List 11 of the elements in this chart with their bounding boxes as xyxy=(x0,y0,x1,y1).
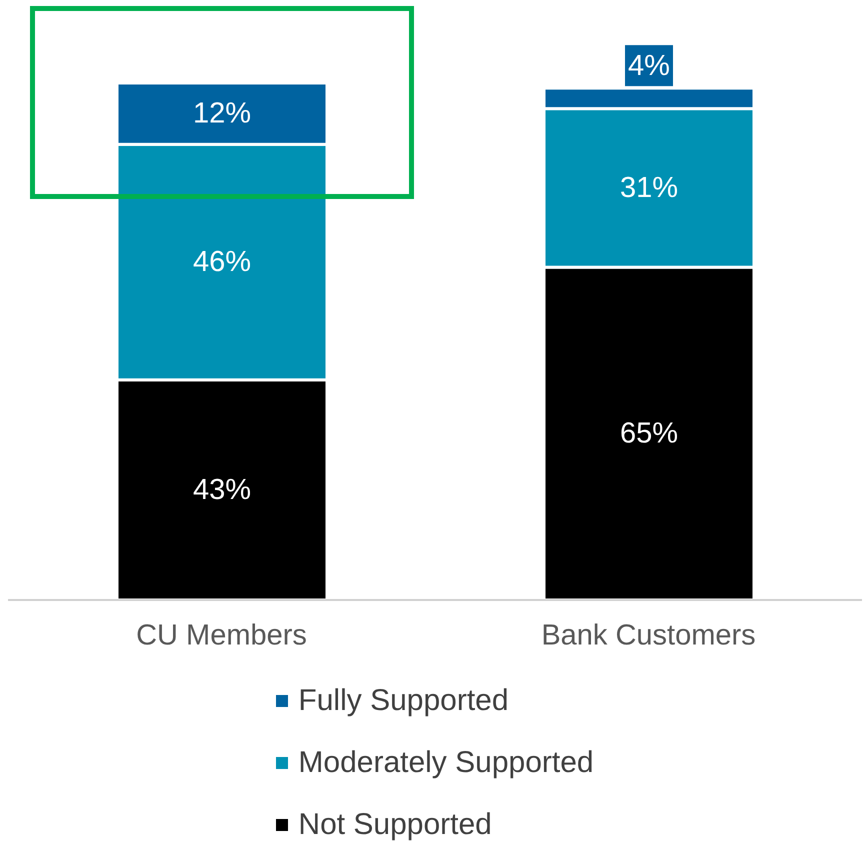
legend-label: Not Supported xyxy=(298,808,492,842)
data-label: 65% xyxy=(620,418,678,450)
x-tick-label: Bank Customers xyxy=(541,620,756,652)
data-label: 4% xyxy=(628,50,670,82)
data-label: 31% xyxy=(620,172,678,204)
x-tick-label: CU Members xyxy=(136,620,307,652)
data-label: 43% xyxy=(192,474,252,506)
data-label: 46% xyxy=(192,246,252,278)
legend-label: Fully Supported xyxy=(298,684,509,718)
legend-label: Moderately Supported xyxy=(298,746,594,780)
data-label: 12% xyxy=(192,98,252,130)
